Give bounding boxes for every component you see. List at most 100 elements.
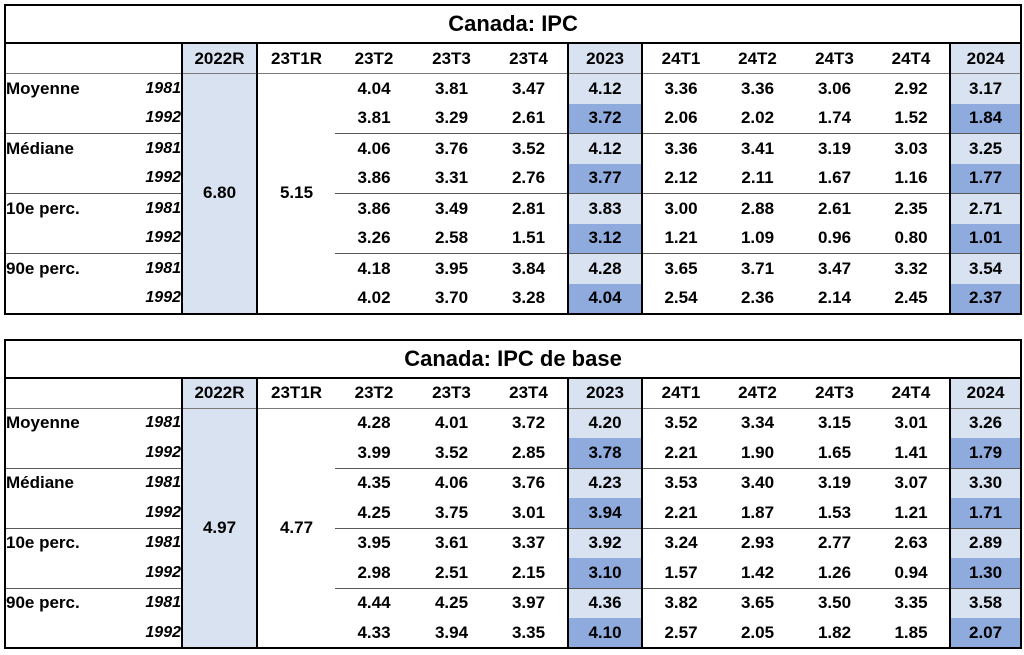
annual-2022r-value: 6.80 — [182, 73, 258, 314]
value-cell: 1.87 — [740, 502, 775, 522]
value-cell: 3.31 — [434, 168, 469, 188]
col-header-23t1r: 23T1R — [257, 43, 335, 74]
value-cell: 3.77 — [567, 163, 643, 194]
value-cell: 2.35 — [873, 193, 950, 224]
value-cell: 2.89 — [948, 527, 1022, 558]
value-cell: 3.19 — [796, 133, 873, 164]
value-cell: 4.33 — [357, 622, 391, 642]
value-cell: 1.71 — [948, 498, 1022, 528]
col-header-23t1r: 23T1R — [257, 377, 335, 409]
value-cell: 2.63 — [873, 527, 950, 558]
value-cell: 3.97 — [490, 587, 568, 618]
header-corner-blank — [5, 377, 183, 409]
value-cell: 3.06 — [817, 78, 852, 98]
value-cell: 1.65 — [817, 442, 852, 462]
value-cell: 3.58 — [948, 587, 1022, 618]
year-label: 1992 — [110, 558, 183, 588]
value-cell: 2.61 — [796, 193, 873, 224]
value-cell: 3.92 — [567, 527, 643, 558]
value-cell: 3.37 — [490, 527, 568, 558]
value-cell: 4.23 — [567, 467, 643, 498]
value-cell: 3.47 — [796, 253, 873, 284]
value-cell: 3.01 — [894, 413, 928, 433]
col-header-2022r: 2022R — [182, 377, 258, 409]
col-header-24t3: 24T3 — [796, 377, 873, 409]
col-header-24t2: 24T2 — [719, 377, 796, 409]
value-cell: 2.05 — [740, 622, 775, 642]
year-label: 1992 — [110, 498, 183, 528]
value-cell: 1.21 — [664, 228, 698, 248]
value-cell: 1.30 — [948, 558, 1022, 588]
value-cell: 3.52 — [664, 413, 698, 433]
value-cell: 1.84 — [948, 103, 1022, 134]
value-cell: 2.77 — [796, 527, 873, 558]
row-group-label — [5, 104, 110, 134]
year-label: 1981 — [110, 467, 183, 498]
value-cell: 3.10 — [567, 558, 643, 588]
value-cell: 1.90 — [740, 442, 775, 462]
value-cell: 3.53 — [642, 467, 719, 498]
value-cell: 2.88 — [719, 193, 796, 224]
value-cell: 3.32 — [873, 253, 950, 284]
value-cell: 4.44 — [335, 587, 413, 618]
col-header-24t4: 24T4 — [873, 377, 950, 409]
value-cell: 3.49 — [413, 193, 490, 224]
col-header-2022r: 2022R — [182, 43, 258, 74]
value-cell: 3.26 — [948, 408, 1022, 438]
value-cell: 4.28 — [567, 253, 643, 284]
row-group-label — [5, 224, 110, 254]
value-cell: 3.65 — [719, 587, 796, 618]
value-cell: 3.40 — [719, 467, 796, 498]
year-label: 1992 — [110, 618, 183, 648]
value-cell: 2.71 — [948, 193, 1022, 224]
value-cell: 3.03 — [873, 133, 950, 164]
year-label: 1992 — [110, 163, 183, 194]
value-cell: 2.07 — [948, 618, 1022, 648]
year-label: 1992 — [110, 283, 183, 314]
value-cell: 2.21 — [664, 442, 698, 462]
value-cell: 4.25 — [413, 587, 490, 618]
value-cell: 4.36 — [567, 587, 643, 618]
value-cell: 2.21 — [664, 502, 698, 522]
value-cell: 3.65 — [642, 253, 719, 284]
value-cell: 4.04 — [567, 283, 643, 314]
value-cell: 3.25 — [948, 133, 1022, 164]
row-group-label — [5, 284, 110, 314]
value-cell: 4.18 — [335, 253, 413, 284]
value-cell: 3.75 — [434, 502, 469, 522]
table-canada-ipc: Canada: IPC 2022R 23T1R 23T2 23T3 23T4 2023 24T… — [4, 4, 1023, 315]
value-cell: 3.94 — [434, 622, 469, 642]
value-cell: 3.19 — [796, 467, 873, 498]
value-cell: 1.82 — [817, 622, 852, 642]
value-cell: 3.82 — [642, 587, 719, 618]
row-group-label: 90e perc. — [5, 587, 110, 618]
col-header-23t2: 23T2 — [335, 377, 413, 409]
value-cell: 1.26 — [817, 562, 852, 582]
value-cell: 3.41 — [719, 133, 796, 164]
row-group-label — [5, 498, 110, 528]
value-cell: 3.72 — [511, 413, 546, 433]
value-cell: 3.35 — [873, 587, 950, 618]
col-header-23t3: 23T3 — [413, 377, 490, 409]
table-title: Canada: IPC de base — [5, 339, 1022, 379]
table-canada-ipc-de-base: Canada: IPC de base 2022R 23T1R 23T2 23T3 23T… — [4, 338, 1023, 649]
value-cell: 3.52 — [434, 442, 469, 462]
value-cell: 3.52 — [490, 133, 568, 164]
value-cell: 2.37 — [948, 283, 1022, 314]
row-group-label: 10e perc. — [5, 527, 110, 558]
year-label: 1992 — [110, 223, 183, 254]
value-cell: 3.24 — [642, 527, 719, 558]
year-label: 1981 — [110, 408, 183, 438]
year-label: 1981 — [110, 253, 183, 284]
value-cell: 2.98 — [357, 562, 391, 582]
col-header-24t2: 24T2 — [719, 43, 796, 74]
value-cell: 4.01 — [434, 413, 469, 433]
value-cell: 1.79 — [948, 438, 1022, 468]
row-group-label — [5, 164, 110, 194]
value-cell: 1.85 — [894, 622, 928, 642]
value-cell: 3.36 — [664, 78, 698, 98]
year-label: 1981 — [110, 587, 183, 618]
value-cell: 4.06 — [335, 133, 413, 164]
value-cell: 2.36 — [740, 288, 775, 307]
value-cell: 2.45 — [894, 288, 928, 307]
